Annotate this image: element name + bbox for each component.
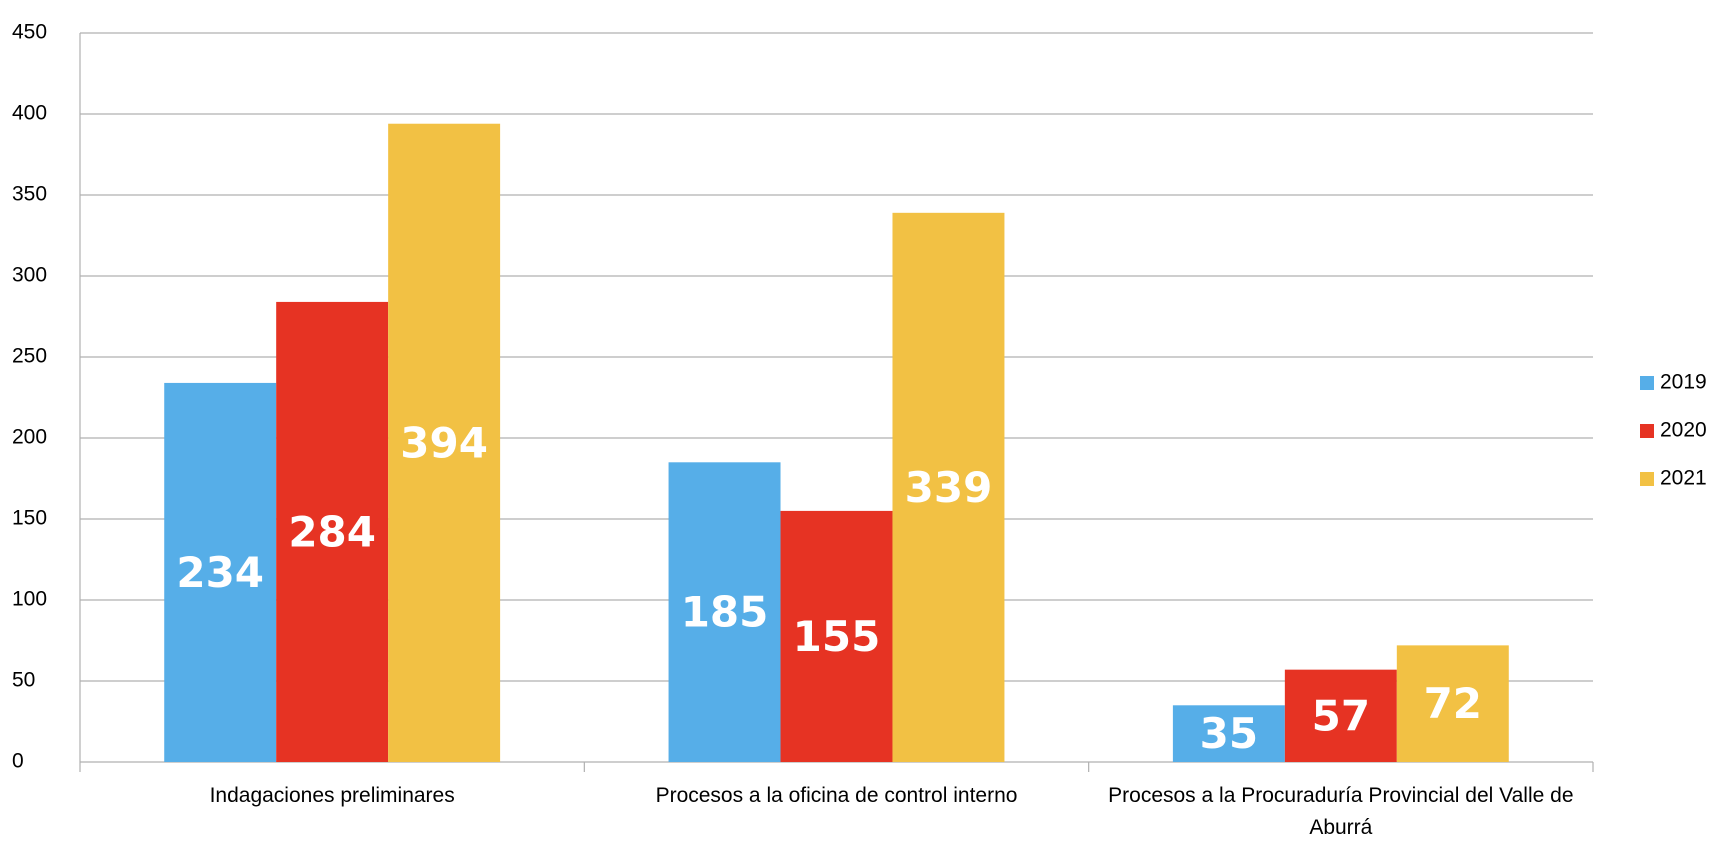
legend-swatch [1640,376,1654,390]
y-tick-label: 400 [12,102,47,125]
y-tick-label: 300 [12,264,47,287]
y-tick-label: 200 [12,426,47,449]
y-tick-label: 250 [12,345,47,368]
bar [1396,645,1509,762]
value-label: 155 [793,612,881,661]
y-tick-label: 350 [12,183,47,206]
bar [388,123,501,763]
value-label: 35 [1200,709,1258,758]
legend-label: 2020 [1660,419,1707,442]
y-tick-label: 100 [12,588,47,611]
bar [780,510,893,762]
value-label: 57 [1312,691,1370,740]
legend-label: 2019 [1660,371,1707,394]
bar [1172,705,1285,762]
value-label: 234 [176,548,264,597]
bar [164,382,277,762]
value-label: 339 [905,463,993,512]
legend-swatch [1640,472,1654,486]
bar [892,212,1005,762]
bar [276,301,389,762]
value-label: 394 [400,418,488,467]
bar [668,462,781,762]
y-tick-label: 0 [12,750,24,773]
legend-label: 2021 [1660,467,1707,490]
x-tick-label: Indagaciones preliminares [209,784,455,807]
x-tick-label: Procesos a la oficina de control interno [655,784,1018,807]
y-tick-label: 50 [12,669,35,692]
legend-swatch [1640,424,1654,438]
value-label: 72 [1424,679,1482,728]
bar [1284,669,1397,762]
value-label: 284 [288,507,376,556]
x-tick-label: Procesos a la Procuraduría Provincial de… [1108,784,1574,839]
y-tick-label: 150 [12,507,47,530]
value-label: 185 [681,588,769,637]
y-tick-label: 450 [12,21,47,44]
